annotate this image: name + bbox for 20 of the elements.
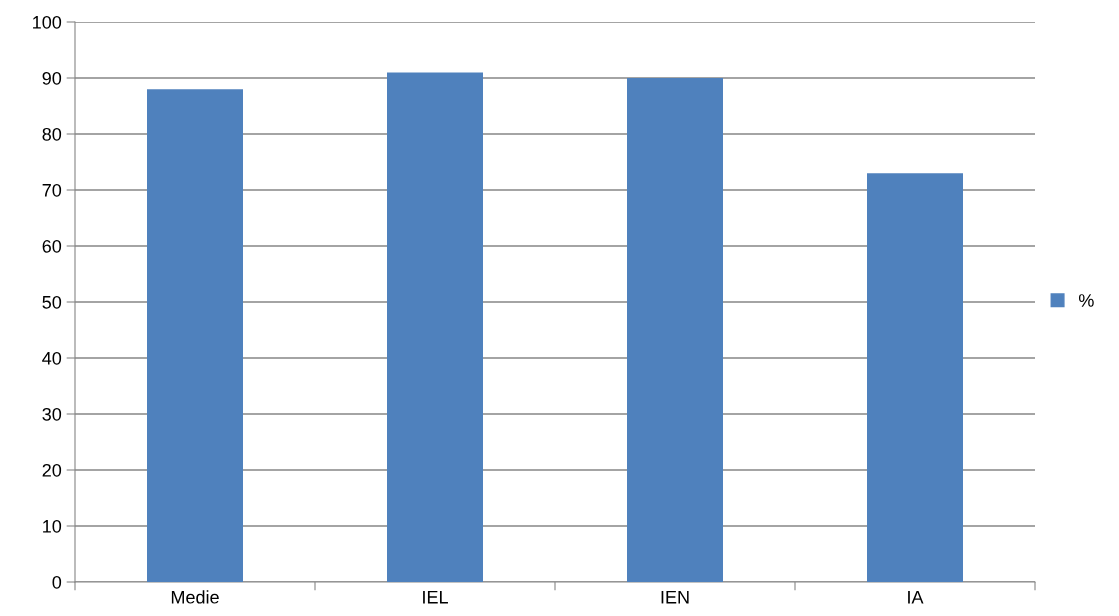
y-tick-label: 80 — [42, 127, 62, 141]
x-tick-label: IA — [908, 591, 924, 604]
y-tick-label: 50 — [42, 295, 62, 309]
y-tick-label: 90 — [42, 71, 62, 85]
bar — [627, 78, 723, 582]
y-tick-label: 0 — [52, 575, 62, 589]
y-tick-label: 70 — [42, 183, 62, 197]
legend-label: % — [1078, 294, 1094, 307]
bar — [387, 72, 483, 582]
x-tick-label: IEL — [423, 591, 448, 604]
y-tick-label: 40 — [42, 351, 62, 365]
bar — [867, 173, 963, 582]
y-tick-label: 100 — [33, 15, 62, 29]
y-tick-label: 60 — [42, 239, 62, 253]
y-tick-label: 30 — [42, 407, 62, 421]
x-tick-label: IEN — [661, 591, 689, 604]
bar — [147, 89, 243, 582]
x-tick-label: Medie — [171, 590, 219, 604]
y-tick-label: 20 — [42, 463, 62, 477]
y-tick-label: 10 — [43, 519, 62, 533]
